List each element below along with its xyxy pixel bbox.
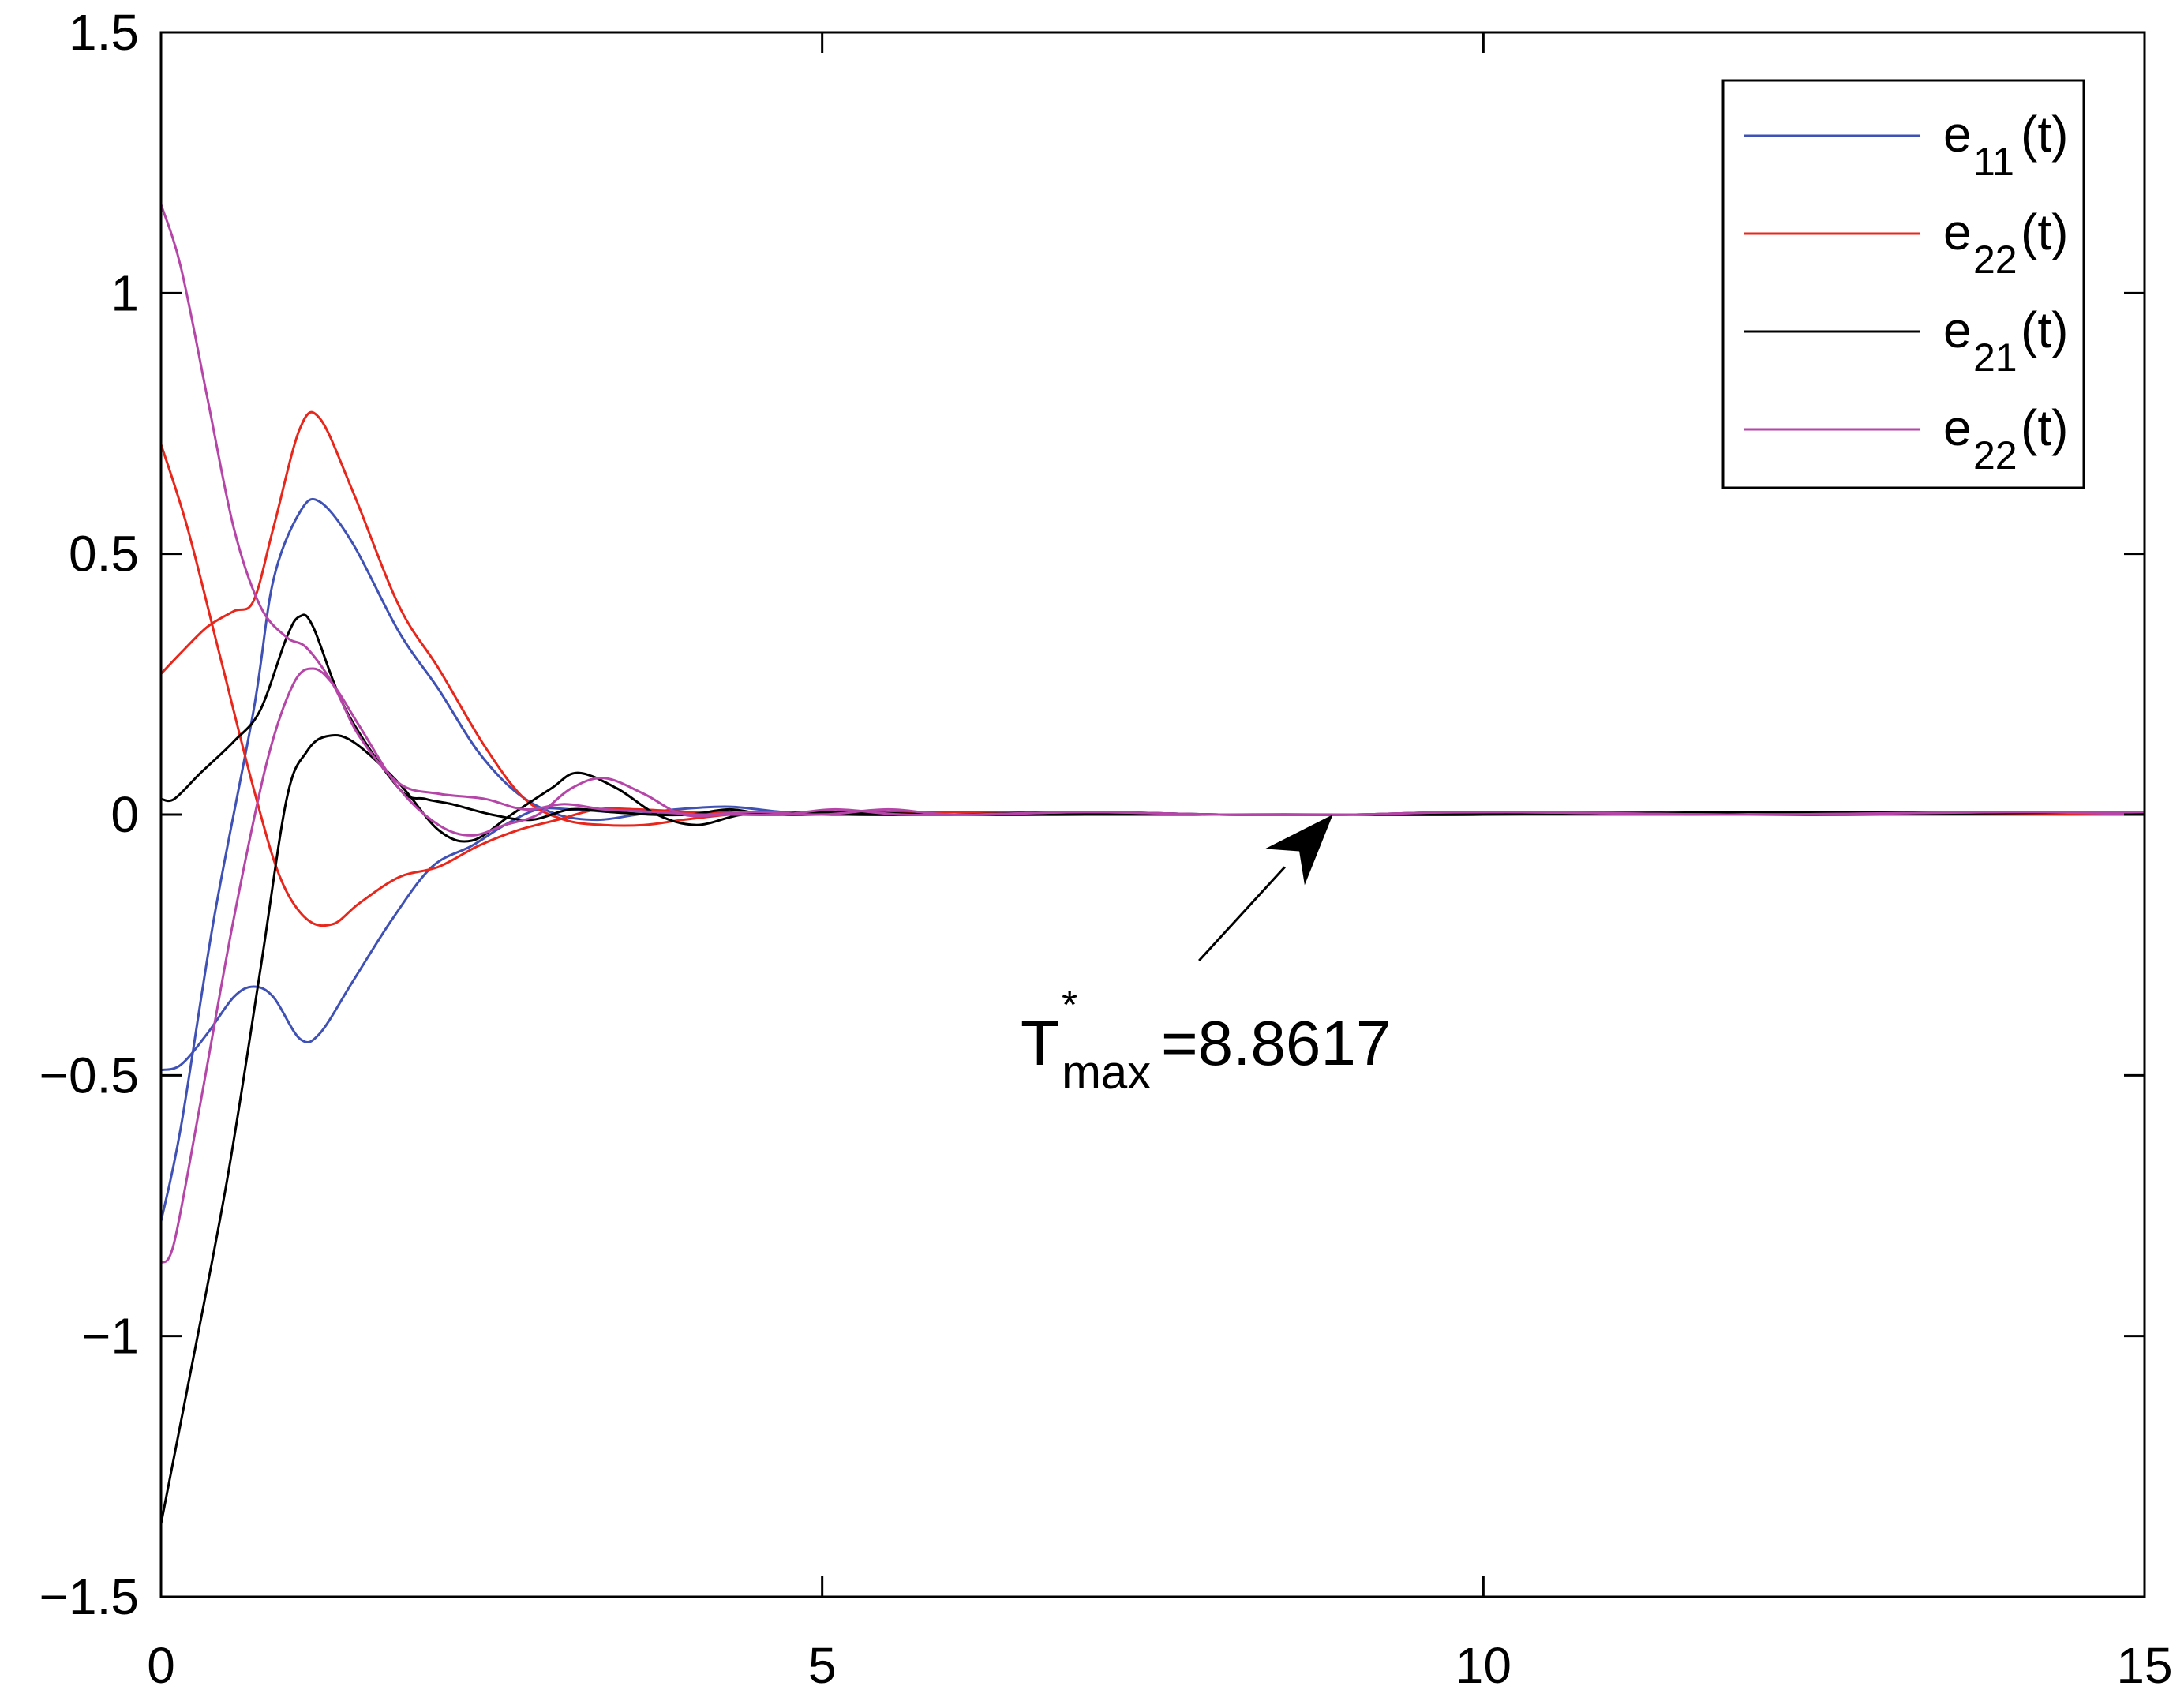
annotation-superscript: * <box>1062 983 1077 1028</box>
y-tick-label: 0 <box>111 786 139 843</box>
legend-entry: e 21 (t) <box>1744 302 2068 380</box>
y-tick-label: 0.5 <box>69 526 139 583</box>
legend-label-subscript: 22 <box>1973 433 2017 478</box>
series-lines <box>159 204 2145 1524</box>
legend-label-base: e <box>1943 204 1972 260</box>
annotation-subscript: max <box>1062 1046 1151 1099</box>
series-line-1 <box>159 498 2145 1222</box>
legend-label-base: e <box>1943 106 1972 163</box>
annotation-label: T <box>1021 1008 1059 1078</box>
legend-entry: e 22 (t) <box>1744 204 2068 282</box>
series-line-5 <box>160 613 2145 822</box>
legend: e 11 (t)e 22 (t)e 21 (t)e 22 (t) <box>1721 79 2085 489</box>
x-tick-label: 5 <box>808 1637 837 1694</box>
legend-box <box>1721 79 2085 489</box>
t-max-annotation: T* max =8.8617 <box>1021 815 1391 1099</box>
axis-tick-labels: 0 5 10 15 1.5 1 0.5 0 −0.5 −1 −1.5 <box>39 4 2173 1694</box>
legend-label-subscript: 22 <box>1973 238 2017 282</box>
legend-entry: e 11 (t) <box>1744 106 2068 184</box>
legend-label-suffix: (t) <box>2021 399 2068 456</box>
legend-label-base: e <box>1943 302 1972 358</box>
series-line-6 <box>159 733 2145 1524</box>
annotation-arrow-head <box>1264 815 1333 886</box>
x-tick-label: 15 <box>2116 1637 2172 1694</box>
y-tick-label: 1 <box>111 264 139 321</box>
y-tick-label: 1.5 <box>69 4 139 61</box>
series-line-8 <box>159 667 2145 1265</box>
series-line-4 <box>159 444 2145 927</box>
annotation-arrow-shaft <box>1198 866 1286 962</box>
legend-label-base: e <box>1943 399 1972 456</box>
x-tick-label: 0 <box>147 1637 175 1694</box>
legend-label-subscript: 21 <box>1973 335 2017 380</box>
legend-label-subscript: 11 <box>1973 140 2014 184</box>
y-tick-label: −0.5 <box>39 1047 139 1103</box>
legend-label-suffix: (t) <box>2021 204 2068 260</box>
legend-label-suffix: (t) <box>2021 106 2068 163</box>
y-tick-label: −1.5 <box>39 1568 139 1625</box>
y-tick-label: −1 <box>81 1308 139 1365</box>
legend-label-suffix: (t) <box>2021 302 2068 358</box>
annotation-value: =8.8617 <box>1161 1008 1391 1078</box>
x-tick-label: 10 <box>1455 1637 1512 1694</box>
series-line-2 <box>160 807 2145 1072</box>
legend-entry: e 22 (t) <box>1744 399 2068 478</box>
axes-box <box>159 31 2146 1598</box>
